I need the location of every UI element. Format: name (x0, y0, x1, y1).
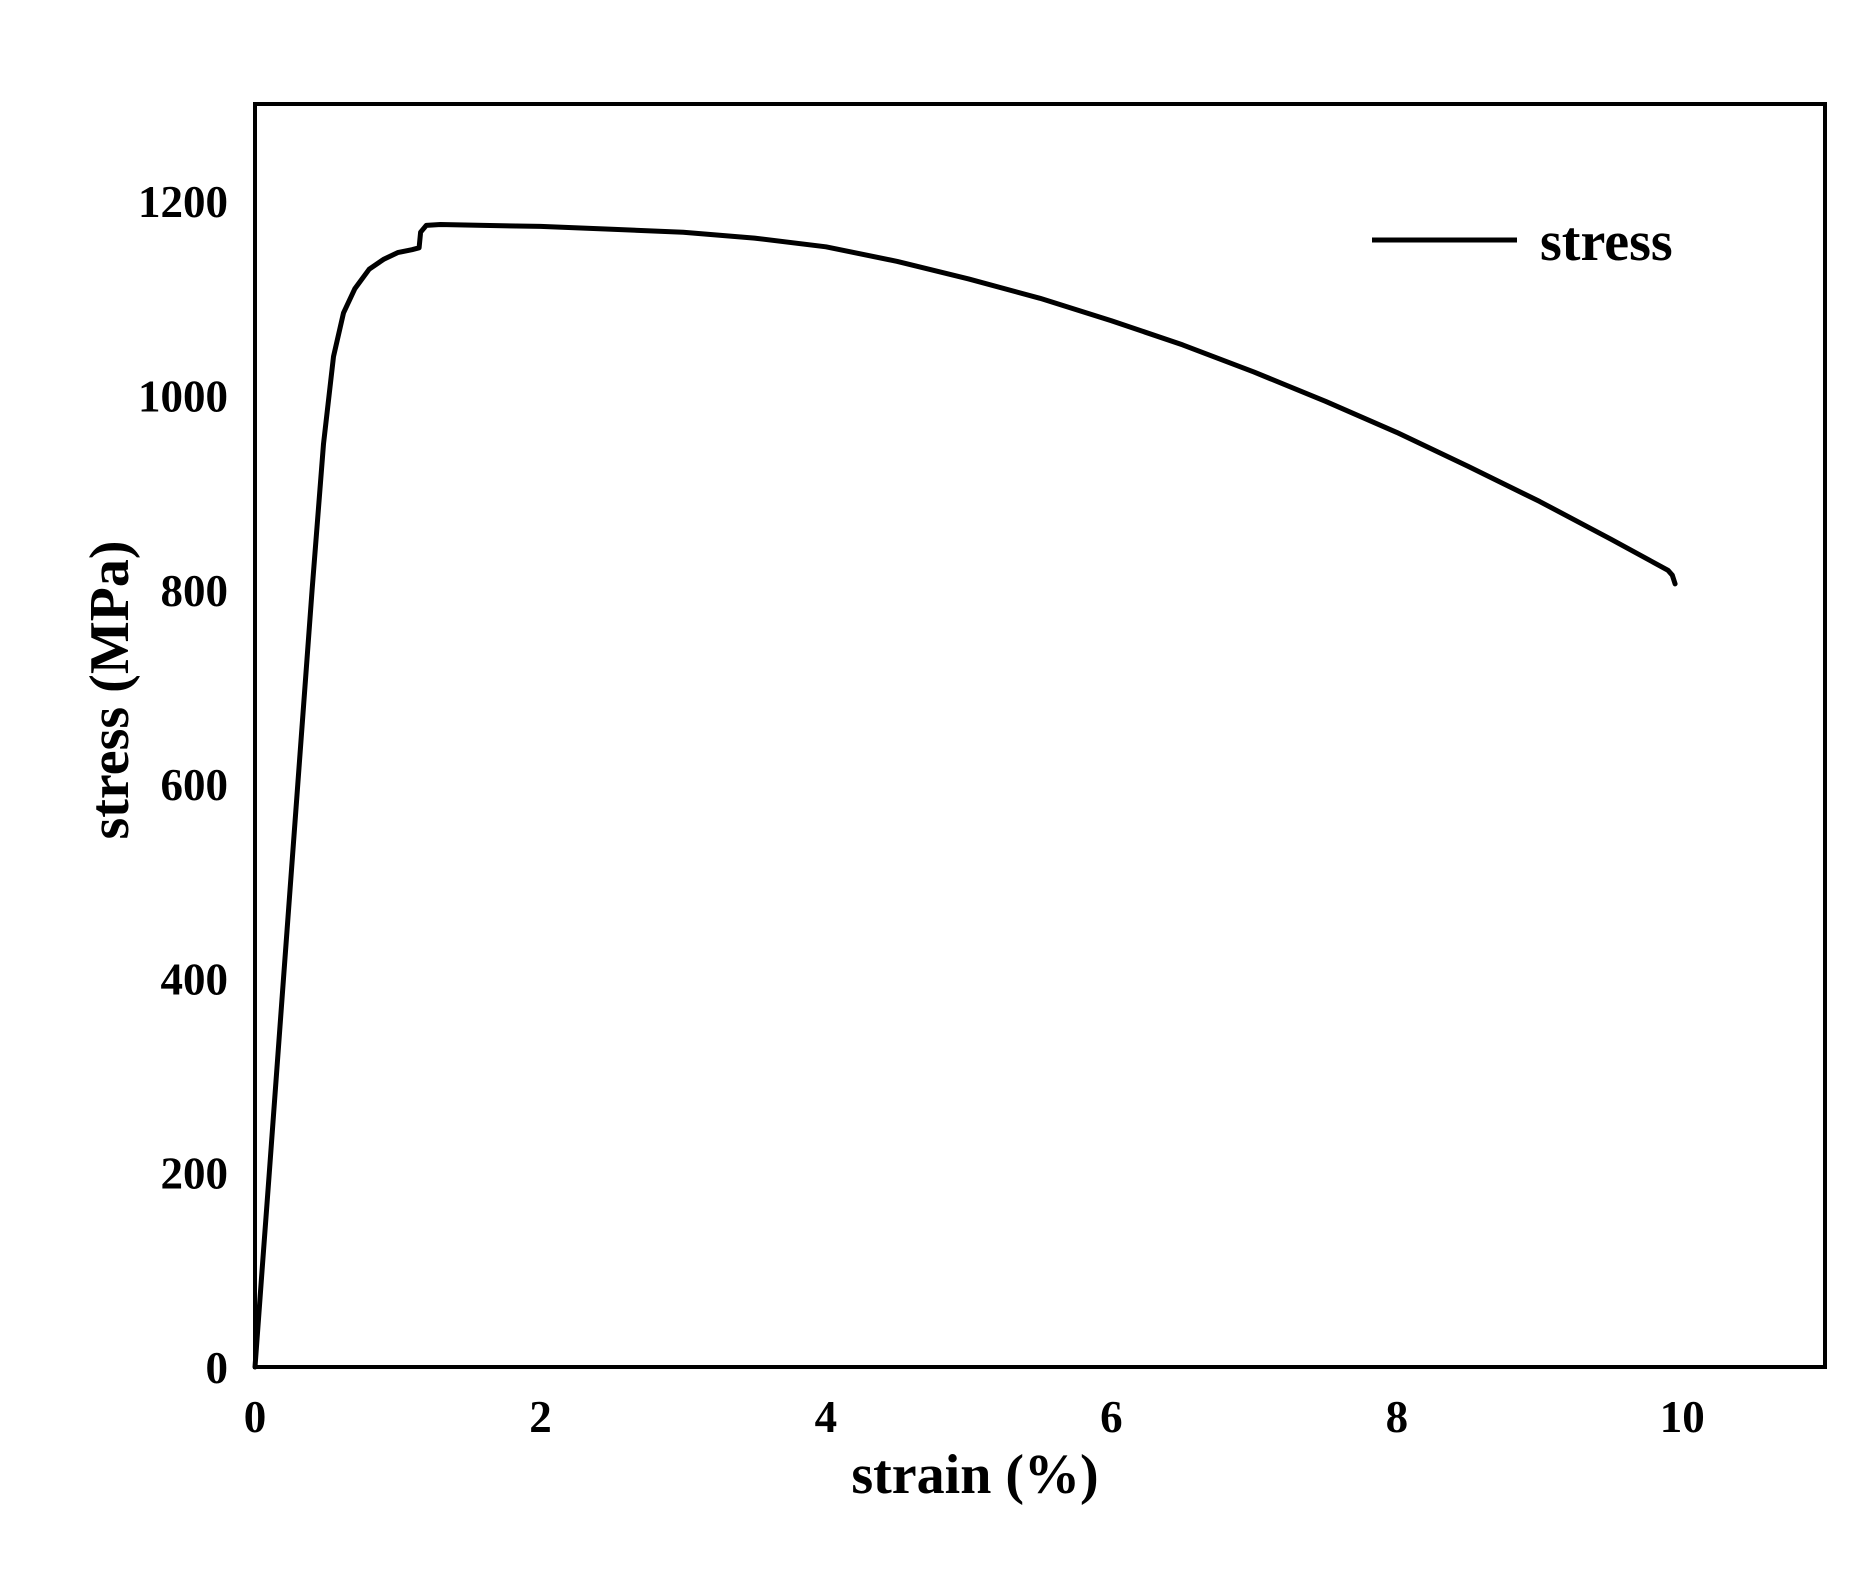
y-axis-ticks: 0 200 400 600 800 1000 1200 (138, 177, 228, 1393)
y-tick-label: 1000 (138, 371, 228, 421)
x-tick-label: 2 (529, 1392, 552, 1442)
series-line-stress (252, 222, 1678, 1370)
x-axis-ticks: 0 2 4 6 8 10 (244, 1392, 1705, 1442)
plot-frame (253, 102, 1827, 1369)
x-axis-title: strain (%) (851, 1444, 1098, 1506)
y-tick-label: 600 (161, 760, 229, 810)
plot-area (252, 222, 1678, 1370)
y-axis-title: stress (MPa) (79, 540, 141, 839)
y-tick-label: 200 (161, 1149, 229, 1199)
legend-label-stress: stress (1540, 211, 1673, 273)
x-tick-label: 0 (244, 1392, 267, 1442)
y-tick-label: 800 (161, 566, 229, 616)
x-tick-label: 6 (1100, 1392, 1123, 1442)
legend: stress (1372, 211, 1673, 273)
y-tick-label: 400 (161, 954, 229, 1004)
x-tick-label: 10 (1660, 1392, 1705, 1442)
x-tick-label: 4 (815, 1392, 838, 1442)
y-tick-label: 1200 (138, 177, 228, 227)
y-tick-label: 0 (206, 1343, 229, 1393)
x-tick-label: 8 (1386, 1392, 1409, 1442)
